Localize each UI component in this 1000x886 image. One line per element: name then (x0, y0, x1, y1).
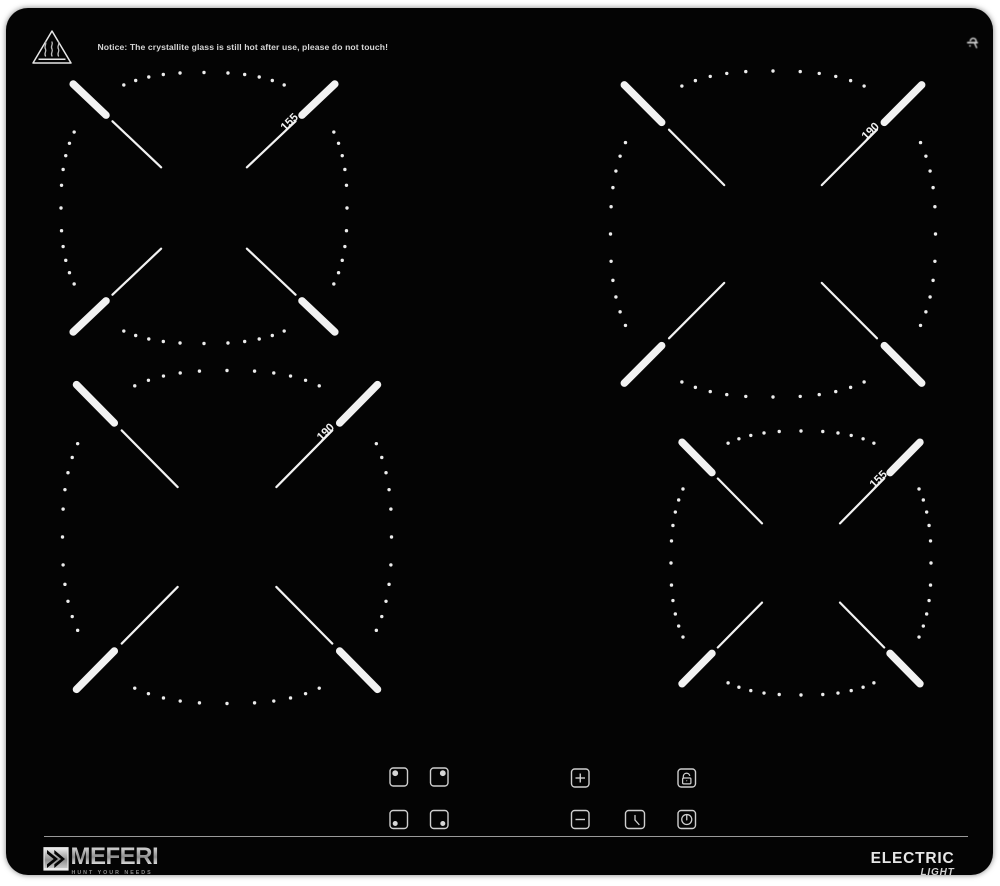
svg-text:155: 155 (278, 111, 300, 133)
svg-text:190: 190 (859, 121, 881, 143)
svg-text:190: 190 (315, 421, 337, 443)
